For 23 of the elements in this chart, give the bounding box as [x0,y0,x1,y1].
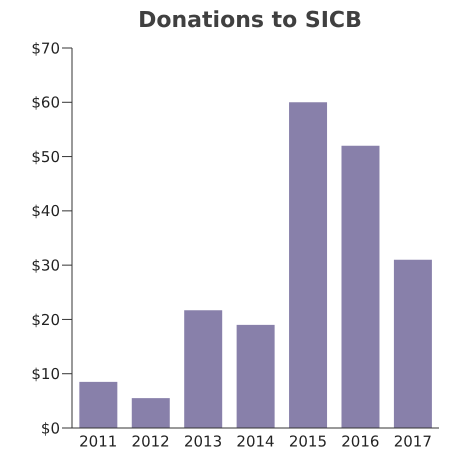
y-tick-label: $0 [40,419,60,438]
x-tick-label: 2014 [236,432,275,451]
x-tick-label: 2012 [132,432,170,451]
x-tick-label: 2013 [184,432,222,451]
bar [341,146,380,428]
bar [79,382,118,428]
bar [132,398,170,428]
y-tick-label: $50 [31,148,60,166]
y-tick-label: $20 [31,310,60,329]
chart-title: Donations to SICB [137,8,363,33]
bar [394,260,432,428]
x-tick-label: 2016 [341,432,380,451]
bar [289,102,328,428]
y-tick-label: $70 [31,39,60,58]
bar [184,310,222,428]
y-tick-label: $60 [31,94,60,112]
y-tick-label: $30 [31,256,60,274]
bar [236,324,275,428]
x-tick-label: 2015 [288,432,328,451]
x-tick-label: 2011 [79,432,118,451]
y-tick-label: $10 [31,365,60,384]
y-tick-label: $40 [31,202,60,220]
x-tick-label: 2017 [394,432,432,451]
